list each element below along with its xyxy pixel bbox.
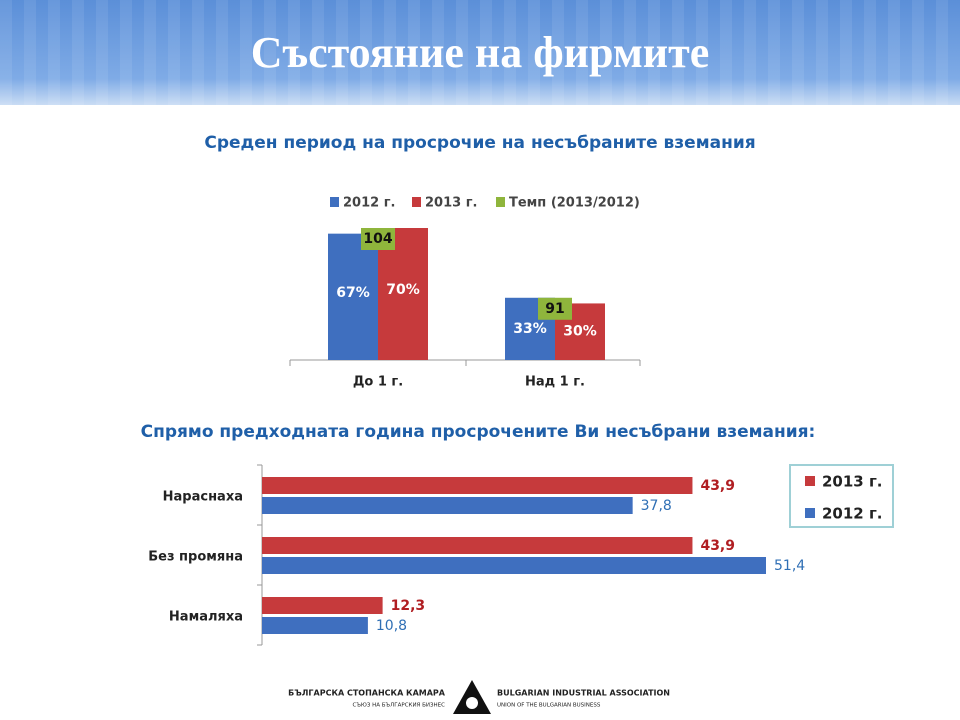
y-tick-label: Намаляха bbox=[169, 610, 243, 625]
x-tick-label: До 1 г. bbox=[353, 375, 403, 390]
legend-label: 2013 г. bbox=[425, 196, 477, 211]
bar bbox=[262, 477, 693, 494]
legend-swatch bbox=[805, 476, 815, 486]
value-label: 12,3 bbox=[391, 598, 426, 614]
org-en: BULGARIAN INDUSTRIAL ASSOCIATION bbox=[497, 689, 670, 698]
legend-label: 2012 г. bbox=[343, 196, 395, 211]
value-label: 33% bbox=[513, 321, 547, 337]
header-stripes bbox=[0, 0, 960, 105]
value-label: 43,9 bbox=[700, 478, 735, 494]
bar bbox=[262, 537, 693, 554]
legend-swatch bbox=[496, 197, 505, 207]
y-tick-label: Без промяна bbox=[148, 550, 243, 565]
logo-dot bbox=[466, 697, 478, 709]
value-label: 10,8 bbox=[376, 618, 407, 634]
value-label: 67% bbox=[336, 285, 370, 301]
rate-box bbox=[361, 228, 395, 250]
chart-title: Среден период на просрочие на несъбранит… bbox=[204, 133, 755, 153]
rate-box bbox=[538, 297, 572, 320]
value-label: 70% bbox=[386, 282, 420, 298]
bar bbox=[262, 557, 766, 574]
legend-label: 2013 г. bbox=[822, 473, 883, 491]
legend-swatch bbox=[412, 197, 421, 207]
bar bbox=[262, 617, 368, 634]
legend-label: 2012 г. bbox=[822, 505, 883, 523]
slide-title: Състояние на фирмите bbox=[251, 28, 710, 77]
legend-label: Темп (2013/2012) bbox=[509, 196, 640, 211]
y-tick-label: Нараснаха bbox=[163, 490, 243, 505]
chart-title: Спрямо предходната година просрочените В… bbox=[141, 422, 816, 442]
x-tick-label: Над 1 г. bbox=[525, 375, 585, 390]
legend-swatch bbox=[805, 508, 815, 518]
value-label: 37,8 bbox=[641, 498, 672, 514]
rate-label: 91 bbox=[545, 301, 564, 317]
footer-logo: БЪЛГАРСКА СТОПАНСКА КАМАРА СЪЮЗ НА БЪЛГА… bbox=[288, 680, 670, 714]
rate-label: 104 bbox=[363, 231, 392, 247]
org-en-sub: UNION OF THE BULGARIAN BUSINESS bbox=[497, 703, 601, 709]
legend-swatch bbox=[330, 197, 339, 207]
value-label: 51,4 bbox=[774, 558, 805, 574]
org-bg-sub: СЪЮЗ НА БЪЛГАРСКИЯ БИЗНЕС bbox=[353, 703, 446, 709]
bar bbox=[262, 497, 633, 514]
value-label: 30% bbox=[563, 324, 597, 340]
org-bg: БЪЛГАРСКА СТОПАНСКА КАМАРА bbox=[288, 689, 446, 698]
bar bbox=[262, 597, 383, 614]
value-label: 43,9 bbox=[700, 538, 735, 554]
bar bbox=[328, 233, 378, 360]
